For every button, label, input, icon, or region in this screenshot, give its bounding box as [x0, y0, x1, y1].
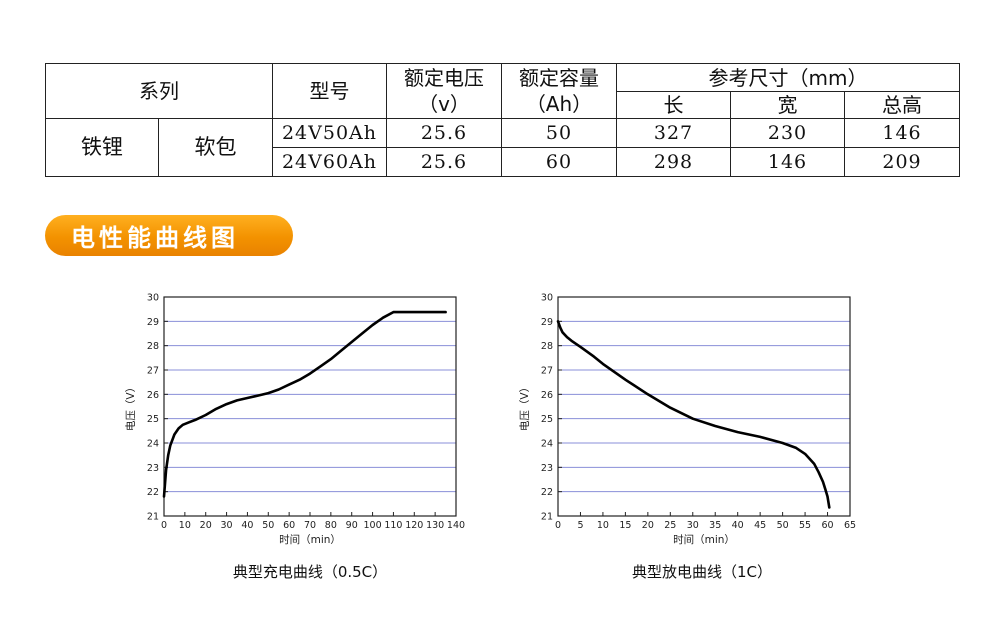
x-tick-label: 100 — [364, 520, 382, 531]
y-tick-label: 27 — [147, 366, 159, 377]
series-type-cell: 铁锂 — [45, 118, 159, 177]
x-tick-label: 60 — [821, 520, 833, 531]
x-tick-label: 60 — [283, 520, 295, 531]
height-cell: 146 — [843, 118, 961, 148]
x-tick-label: 0 — [161, 520, 167, 531]
x-tick-label: 55 — [799, 520, 811, 531]
y-tick-label: 23 — [147, 463, 159, 474]
y-tick-label: 25 — [541, 414, 553, 425]
x-tick-label: 65 — [844, 520, 856, 531]
plot-frame — [557, 296, 851, 517]
x-tick-label: 30 — [221, 520, 233, 531]
plot-frame — [163, 296, 457, 517]
section-title: 电性能曲线图 — [71, 224, 239, 252]
length-cell: 298 — [616, 147, 731, 177]
model-cell: 24V50Ah — [272, 118, 387, 148]
y-tick-label: 21 — [147, 512, 159, 523]
capacity-header: 额定容量 （Ah） — [501, 63, 617, 119]
length-header: 长 — [616, 91, 731, 119]
section-banner: 电性能曲线图 — [45, 215, 293, 256]
y-tick-label: 29 — [541, 317, 553, 328]
x-tick-label: 110 — [384, 520, 402, 531]
x-tick-label: 0 — [555, 520, 561, 531]
y-tick-label: 24 — [541, 439, 553, 450]
y-tick-label: 23 — [541, 463, 553, 474]
capacity-cell: 60 — [501, 147, 617, 177]
x-tick-label: 20 — [642, 520, 654, 531]
x-tick-label: 70 — [304, 520, 316, 531]
y-tick-label: 28 — [541, 341, 553, 352]
y-tick-label: 28 — [147, 341, 159, 352]
voltage-header: 额定电压 （v） — [386, 63, 502, 119]
x-axis-label: 时间（min） — [673, 533, 735, 546]
x-tick-label: 5 — [577, 520, 583, 531]
x-tick-label: 10 — [597, 520, 609, 531]
x-tick-label: 120 — [405, 520, 423, 531]
x-tick-label: 80 — [325, 520, 337, 531]
y-tick-label: 30 — [541, 293, 553, 304]
length-cell: 327 — [616, 118, 731, 148]
x-tick-label: 130 — [426, 520, 444, 531]
spec-table: 系列 型号 额定电压 （v） 额定容量 （Ah） 参考尺寸（mm） 长 宽 总高… — [45, 63, 961, 177]
dimensions-header: 参考尺寸（mm） — [615, 63, 961, 92]
y-axis-label: 电压（V） — [124, 382, 137, 431]
table-row: 铁锂 软包 24V50Ah 25.6 50 327 230 146 — [45, 118, 961, 177]
x-tick-label: 15 — [619, 520, 631, 531]
x-axis-label: 时间（min） — [279, 533, 341, 546]
y-tick-label: 30 — [147, 293, 159, 304]
x-tick-label: 10 — [179, 520, 191, 531]
y-tick-label: 21 — [541, 512, 553, 523]
width-cell: 146 — [730, 147, 845, 177]
discharge-curve-svg: 21 22 23 24 25 26 27 28 29 30 0 5 10 15 20 25 30 35 40 45 50… — [518, 293, 856, 547]
y-tick-label: 29 — [147, 317, 159, 328]
voltage-header-label: 额定电压 — [404, 66, 484, 90]
height-cell: 209 — [843, 147, 961, 177]
charge-curve-caption: 典型充电曲线（0.5C） — [232, 563, 388, 581]
model-cell: 24V60Ah — [272, 147, 387, 177]
charge-curve-chart: 21 22 23 24 25 26 27 28 29 30 0 10 20 30 40 50 60 70 80 90 1… — [120, 285, 480, 555]
model-header: 型号 — [272, 63, 387, 119]
width-header: 宽 — [730, 91, 845, 119]
voltage-cell: 25.6 — [386, 118, 502, 148]
y-tick-label: 22 — [147, 487, 159, 498]
discharge-voltage-line — [556, 319, 831, 509]
package-cell: 软包 — [158, 118, 273, 177]
capacity-header-label: 额定容量 — [519, 66, 599, 90]
discharge-curve-caption: 典型放电曲线（1C） — [631, 563, 773, 581]
capacity-cell: 50 — [501, 118, 617, 148]
x-tick-label: 35 — [709, 520, 721, 531]
y-tick-label: 27 — [541, 366, 553, 377]
x-tick-label: 50 — [262, 520, 274, 531]
x-tick-label: 25 — [664, 520, 676, 531]
charge-voltage-line — [162, 310, 447, 498]
charge-curve-svg: 21 22 23 24 25 26 27 28 29 30 0 10 20 30 40 50 60 70 80 90 1… — [124, 293, 465, 547]
x-tick-label: 45 — [754, 520, 766, 531]
y-tick-label: 26 — [541, 390, 553, 401]
width-cell: 230 — [730, 118, 845, 148]
voltage-cell: 25.6 — [386, 147, 502, 177]
height-header: 总高 — [843, 91, 961, 119]
x-tick-label: 140 — [447, 520, 465, 531]
discharge-curve-chart: 21 22 23 24 25 26 27 28 29 30 0 5 10 15 20 25 30 35 40 45 50… — [514, 285, 874, 555]
y-tick-label: 22 — [541, 487, 553, 498]
y-tick-label: 26 — [147, 390, 159, 401]
x-tick-label: 40 — [732, 520, 744, 531]
x-tick-label: 20 — [200, 520, 212, 531]
voltage-header-unit: （v） — [418, 92, 470, 116]
x-tick-label: 40 — [241, 520, 253, 531]
x-tick-label: 90 — [346, 520, 358, 531]
table-row: 24V60Ah 25.6 60 298 146 209 — [46, 147, 961, 177]
y-tick-label: 25 — [147, 414, 159, 425]
x-tick-label: 50 — [777, 520, 789, 531]
capacity-header-unit: （Ah） — [525, 92, 593, 116]
series-header: 系列 — [45, 63, 273, 119]
y-tick-label: 24 — [147, 439, 159, 450]
x-tick-label: 30 — [687, 520, 699, 531]
y-axis-label: 电压（V） — [518, 382, 531, 431]
